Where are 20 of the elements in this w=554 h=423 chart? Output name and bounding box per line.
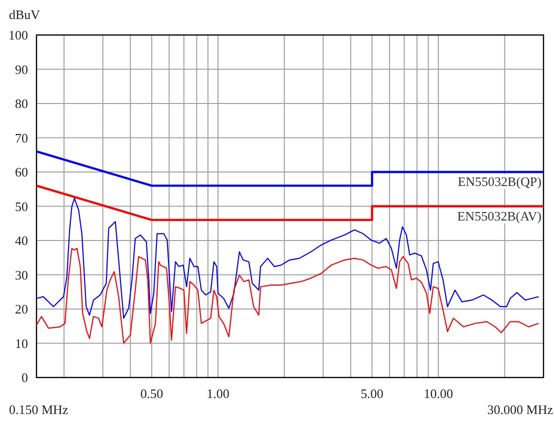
y-tick-label: 0 — [22, 370, 28, 385]
series-label: EN55032B(QP) — [458, 174, 542, 189]
text: 30.000 MHz — [487, 402, 554, 417]
y-axis-title: dBuV — [9, 7, 41, 22]
y-tick-label: 30 — [15, 267, 28, 282]
x-tick-label: 1.00 — [206, 386, 230, 401]
y-tick-label: 20 — [15, 302, 28, 316]
x-tick-label: 10.00 — [424, 386, 453, 401]
y-tick-label: 50 — [15, 198, 28, 214]
y-tick-label: 70 — [15, 130, 28, 146]
y-tick-label: 80 — [15, 96, 28, 111]
series-label: EN55032B(AV) — [457, 208, 542, 224]
y-tick-label: 10 — [15, 336, 28, 351]
x-tick-label: 5.00 — [360, 386, 384, 401]
y-tick-label: 60 — [15, 164, 28, 180]
y-tick-label: 100 — [8, 28, 28, 42]
x-tick-label: 0.50 — [140, 386, 164, 401]
y-tick-label: 40 — [15, 233, 28, 248]
y-tick-label: 90 — [15, 62, 28, 77]
text: 0.150 MHz — [9, 402, 68, 417]
